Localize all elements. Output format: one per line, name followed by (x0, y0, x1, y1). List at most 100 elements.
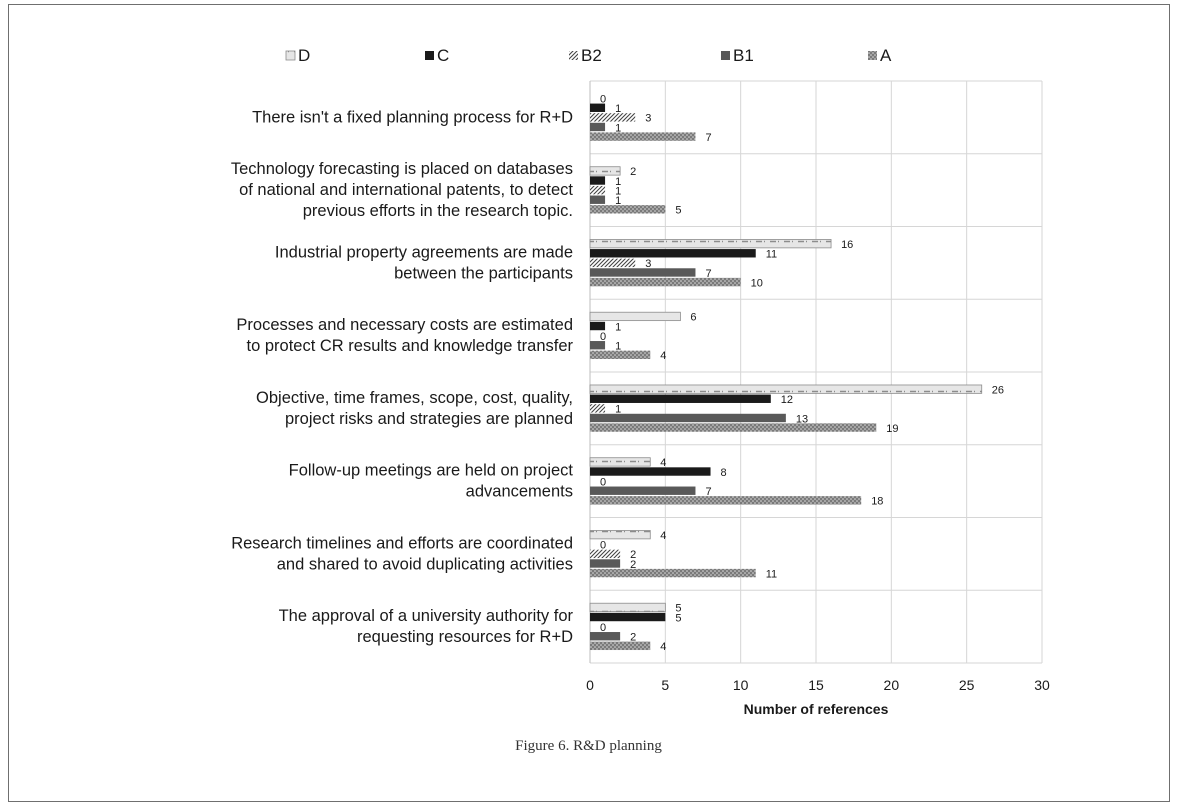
data-label: 4 (660, 350, 666, 362)
bar-d-7 (589, 530, 651, 540)
data-label: 16 (841, 239, 853, 251)
bar-b2-3 (590, 258, 636, 268)
category-label: Objective, time frames, scope, cost, qua… (256, 389, 573, 407)
bar-a-8 (590, 641, 651, 651)
data-label: 7 (705, 132, 711, 144)
bar-c-4 (590, 321, 606, 331)
data-label: 11 (766, 249, 777, 261)
bar-a-5 (590, 423, 877, 432)
category-label: There isn't a fixed planning process for… (252, 108, 573, 126)
data-label: 2 (630, 559, 636, 571)
x-tick-label: 10 (733, 677, 749, 693)
bar-b2-1 (590, 113, 636, 122)
bar-b2-2 (590, 185, 606, 195)
bar-b1-3 (590, 268, 696, 277)
category-labels: There isn't a fixed planning process for… (231, 108, 574, 646)
category-label: advancements (466, 483, 573, 501)
data-label: 19 (886, 423, 898, 435)
category-label: between the participants (394, 264, 573, 282)
bar-d-5 (589, 384, 983, 394)
bar-d-6 (589, 457, 651, 467)
x-tick-label: 0 (586, 677, 594, 693)
bar-c-1 (590, 103, 606, 112)
data-label: 0 (600, 622, 606, 634)
data-label: 12 (781, 394, 793, 406)
data-label: 1 (615, 404, 621, 416)
bar-c-5 (590, 394, 771, 403)
data-label: 1 (615, 195, 621, 207)
data-label: 4 (660, 530, 666, 542)
bar-b2-5 (590, 404, 606, 413)
bars: 0131721115161137106101426121131948071840… (589, 93, 1004, 653)
data-label: 2 (630, 166, 636, 178)
legend-swatch-d (285, 50, 296, 61)
bar-b1-5 (590, 413, 786, 423)
data-label: 1 (615, 122, 621, 134)
data-label: 7 (705, 486, 711, 498)
data-label: 18 (871, 496, 883, 508)
bar-a-7 (590, 568, 756, 578)
legend-label-a: A (880, 46, 892, 65)
legend-label-d: D (298, 46, 310, 65)
bar-c-8 (590, 612, 666, 622)
bar-b1-6 (590, 486, 696, 495)
data-label: 3 (645, 258, 651, 270)
data-label: 7 (705, 268, 711, 280)
data-label: 3 (645, 113, 651, 125)
data-label: 4 (660, 457, 666, 469)
category-label: The approval of a university authority f… (279, 607, 574, 625)
bar-a-3 (590, 277, 741, 287)
bar-a-1 (590, 132, 696, 141)
category-label: Industrial property agreements are made (275, 243, 573, 261)
bar-c-2 (590, 176, 606, 185)
data-label: 10 (751, 277, 763, 289)
data-label: 1 (615, 185, 621, 197)
data-label: 0 (600, 476, 606, 488)
x-tick-label: 5 (661, 677, 669, 693)
figure-frame (8, 4, 1170, 802)
bar-d-2 (589, 166, 621, 176)
data-label: 1 (615, 103, 621, 115)
category-label: requesting resources for R+D (357, 628, 573, 646)
data-label: 5 (675, 603, 681, 615)
bar-d-4 (589, 311, 681, 322)
bar-b2-7 (590, 549, 621, 559)
data-label: 0 (600, 331, 606, 343)
category-label: and shared to avoid duplicating activiti… (277, 555, 573, 573)
data-label: 0 (600, 540, 606, 552)
category-label: Technology forecasting is placed on data… (231, 160, 573, 178)
bar-b1-7 (590, 559, 621, 568)
data-label: 4 (660, 641, 666, 653)
legend-label-c: C (437, 46, 449, 65)
data-label: 6 (690, 312, 696, 324)
data-label: 11 (766, 568, 777, 580)
category-label: to protect CR results and knowledge tran… (247, 337, 574, 355)
data-label: 1 (615, 341, 621, 353)
bar-chart: D C B2 B1 A 01317211151611371061014261211319… (231, 46, 1050, 717)
category-label: Processes and necessary costs are estima… (236, 316, 573, 334)
data-label: 5 (675, 205, 681, 217)
legend-label-b1: B1 (733, 46, 754, 65)
x-tick-label: 25 (959, 677, 975, 693)
legend-swatch-c (425, 51, 434, 60)
category-label: previous efforts in the research topic. (303, 202, 573, 220)
data-label: 1 (615, 176, 621, 188)
category-label: project risks and strategies are planned (285, 410, 573, 428)
bar-b1-2 (590, 195, 606, 204)
data-label: 5 (675, 612, 681, 624)
data-label: 2 (630, 549, 636, 561)
bar-a-6 (590, 496, 862, 505)
bar-a-4 (590, 350, 651, 360)
category-label: Research timelines and efforts are coord… (231, 534, 573, 552)
x-tick-label: 15 (808, 677, 824, 693)
legend-label-b2: B2 (581, 46, 602, 65)
bar-c-6 (590, 467, 711, 476)
figure-caption: Figure 6. R&D planning (515, 738, 662, 754)
data-label: 1 (615, 321, 621, 333)
category-label: of national and international patents, t… (239, 181, 573, 199)
data-label: 26 (992, 384, 1004, 396)
legend: D C B2 B1 A (285, 46, 892, 65)
data-label: 2 (630, 632, 636, 644)
legend-swatch-a (868, 51, 877, 60)
bar-d-8 (589, 602, 666, 613)
